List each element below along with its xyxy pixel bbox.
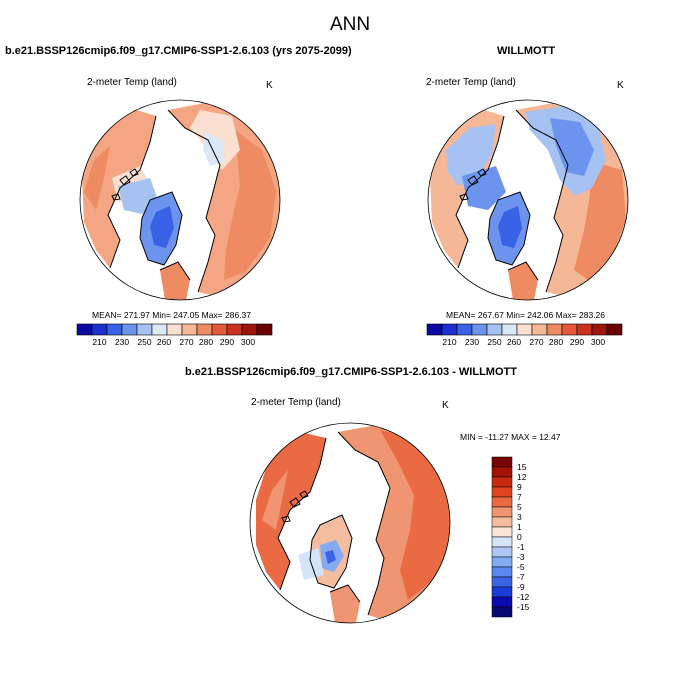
diff-colorbar-swatch	[491, 536, 513, 548]
obs-stats: MEAN= 267.67 Min= 242.06 Max= 283.26	[446, 310, 606, 320]
model-colorbar-swatch	[76, 323, 93, 336]
diff-variable-label: 2-meter Temp (land)	[251, 397, 341, 408]
diff-colorbar-tick-label: -3	[517, 552, 525, 562]
model-colorbar-swatch	[151, 323, 168, 336]
model-colorbar-tick-label: 260	[157, 337, 171, 347]
diff-units-label: K	[442, 400, 449, 411]
obs-variable-label: 2-meter Temp (land)	[426, 77, 516, 88]
obs-colorbar-swatch	[576, 323, 593, 336]
model-colorbar-tick-label: 230	[115, 337, 129, 347]
diff-colorbar-tick-label: 7	[517, 492, 522, 502]
model-colorbar-swatch	[211, 323, 228, 336]
diff-coastlines	[277, 431, 391, 616]
diff-colorbar-tick-label: 5	[517, 502, 522, 512]
model-colorbar-swatch	[256, 323, 273, 336]
obs-colorbar-tick-label: 230	[465, 337, 479, 347]
diff-colorbar-swatch	[491, 596, 513, 608]
diff-polar-map	[249, 422, 451, 624]
obs-colorbar-tick-label: 300	[591, 337, 605, 347]
model-case-title: b.e21.BSSP126cmip6.f09_g17.CMIP6-SSP1-2.…	[5, 45, 352, 57]
obs-coastlines	[455, 109, 569, 293]
diff-colorbar-tick-label: -9	[517, 582, 525, 592]
obs-colorbar-swatch	[591, 323, 608, 336]
model-colorbar-tick-label: 290	[220, 337, 234, 347]
model-colorbar-swatch	[121, 323, 138, 336]
obs-colorbar-swatch	[471, 323, 488, 336]
diff-stats: MIN = -11.27 MAX = 12.47	[460, 432, 561, 442]
diff-colorbar-swatch	[491, 456, 513, 468]
obs-colorbar-swatch	[486, 323, 503, 336]
figure-title: ANN	[329, 14, 371, 35]
model-colorbar: 210 230 250 260 270 280 290 300	[76, 323, 273, 347]
diff-colorbar-swatch	[491, 496, 513, 508]
model-colorbar-swatch	[136, 323, 153, 336]
diff-colorbar-swatch	[491, 516, 513, 528]
diff-colorbar-tick-label: -15	[517, 602, 530, 612]
obs-colorbar-swatch	[456, 323, 473, 336]
obs-colorbar-tick-label: 280	[549, 337, 563, 347]
diff-colorbar-swatch	[491, 526, 513, 538]
obs-colorbar-swatch	[606, 323, 623, 336]
model-variable-label: 2-meter Temp (land)	[87, 77, 177, 88]
diff-colorbar-tick-label: 12	[517, 472, 527, 482]
obs-colorbar-swatch	[501, 323, 518, 336]
diff-colorbar-tick-label: 0	[517, 532, 522, 542]
obs-colorbar-swatch	[441, 323, 458, 336]
diff-colorbar-tick-label: 1	[517, 522, 522, 532]
diff-colorbar-swatch	[491, 466, 513, 478]
diff-colorbar-tick-label: 3	[517, 512, 522, 522]
obs-units-label: K	[617, 80, 624, 91]
diff-temperature-field	[256, 424, 450, 623]
diff-colorbar-swatch	[491, 606, 513, 618]
model-colorbar-tick-label: 250	[137, 337, 151, 347]
obs-colorbar-tick-label: 250	[487, 337, 501, 347]
model-temperature-field	[82, 102, 280, 300]
model-colorbar-swatch	[241, 323, 258, 336]
obs-colorbar-tick-label: 290	[570, 337, 584, 347]
model-colorbar-swatch	[91, 323, 108, 336]
obs-colorbar: 210 230 250 260 270 280 290 300	[426, 323, 623, 347]
diff-colorbar-swatch	[491, 576, 513, 588]
diff-colorbar-tick-label: -1	[517, 542, 525, 552]
model-colorbar-swatch	[181, 323, 198, 336]
model-stats: MEAN= 271.97 Min= 247.05 Max= 286.37	[92, 310, 252, 320]
model-colorbar-swatch	[106, 323, 123, 336]
diff-colorbar-swatch	[491, 486, 513, 498]
obs-colorbar-swatch	[561, 323, 578, 336]
obs-colorbar-swatch	[426, 323, 443, 336]
model-colorbar-swatch	[166, 323, 183, 336]
diff-colorbar-tick-label: -7	[517, 572, 525, 582]
obs-case-title: WILLMOTT	[497, 45, 556, 57]
obs-colorbar-swatch	[546, 323, 563, 336]
diff-colorbar-tick-label: 9	[517, 482, 522, 492]
diff-colorbar-swatch	[491, 586, 513, 598]
model-coastlines	[107, 109, 221, 293]
diff-colorbar-swatch	[491, 476, 513, 488]
obs-colorbar-swatch	[516, 323, 533, 336]
model-colorbar-tick-label: 280	[199, 337, 213, 347]
diff-colorbar-tick-label: -12	[517, 592, 530, 602]
obs-colorbar-tick-label: 260	[507, 337, 521, 347]
obs-colorbar-tick-label: 270	[529, 337, 543, 347]
diff-colorbar-swatch	[491, 566, 513, 578]
diff-colorbar-swatch	[491, 506, 513, 518]
model-colorbar-swatch	[226, 323, 243, 336]
model-colorbar-tick-label: 210	[92, 337, 106, 347]
model-polar-map	[79, 99, 281, 301]
model-colorbar-tick-label: 270	[179, 337, 193, 347]
obs-colorbar-tick-label: 210	[442, 337, 456, 347]
diff-colorbar-swatch	[491, 556, 513, 568]
obs-polar-map	[427, 99, 629, 301]
model-colorbar-tick-label: 300	[241, 337, 255, 347]
diff-colorbar-tick-label: 15	[517, 462, 527, 472]
diff-case-title: b.e21.BSSP126cmip6.f09_g17.CMIP6-SSP1-2.…	[185, 366, 517, 378]
model-colorbar-swatch	[196, 323, 213, 336]
diff-colorbar-tick-label: -5	[517, 562, 525, 572]
model-units-label: K	[266, 80, 273, 91]
diff-colorbar-swatch	[491, 546, 513, 558]
obs-colorbar-swatch	[531, 323, 548, 336]
obs-temperature-field	[430, 102, 628, 300]
